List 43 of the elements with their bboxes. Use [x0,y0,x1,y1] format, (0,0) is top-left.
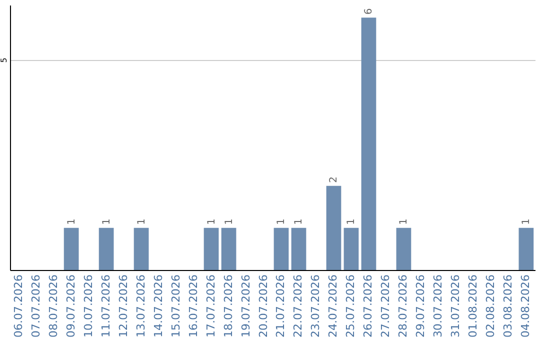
x-tick-label: 29.07.2026 [414,274,428,338]
x-tick-label: 08.07.2026 [46,274,60,338]
x-tick-label: 24.07.2026 [326,274,340,338]
data-label: 1 [136,218,148,225]
data-label: 1 [398,218,410,225]
x-tick-label: 15.07.2026 [169,274,182,338]
x-tick-label: 06.07.2026 [12,274,25,338]
y-tick-label: 5 [0,58,8,63]
x-tick-label: 09.07.2026 [64,274,78,338]
x-tick-label: 21.07.2026 [274,274,288,338]
data-label: 6 [364,8,375,15]
x-tick-label: 13.07.2026 [134,274,148,338]
x-tick-label: 16.07.2026 [186,274,200,338]
data-label: 1 [206,218,218,225]
x-tick-label: 20.07.2026 [256,274,270,338]
data-label: 1 [101,218,112,225]
x-tick-label: 02.08.2026 [484,274,498,338]
x-tick-label: 11.07.2026 [99,274,112,338]
x-tick-label: 12.07.2026 [116,274,130,338]
x-tick-label: 10.07.2026 [82,274,95,338]
data-label: 1 [66,218,78,225]
x-tick-label: 23.07.2026 [309,274,322,338]
x-tick-label: 31.07.2026 [449,274,462,338]
data-label: 1 [294,218,305,225]
data-label: 1 [346,218,358,225]
x-tick-label: 25.07.2026 [344,274,358,338]
x-tick-label: 07.07.2026 [29,274,42,338]
x-tick-label: 30.07.2026 [432,274,445,338]
data-label: 1 [224,218,235,225]
data-label: 1 [521,218,532,225]
x-tick-label: 03.08.2026 [502,274,515,338]
x-tick-label: 04.08.2026 [519,274,532,338]
data-label: 2 [328,176,340,183]
data-label: 1 [276,218,288,225]
x-tick-label: 28.07.2026 [396,274,410,338]
x-tick-label: 18.07.2026 [222,274,235,338]
x-tick-label: 17.07.2026 [204,274,218,338]
x-tick-label: 26.07.2026 [362,274,375,338]
x-tick-label: 27.07.2026 [379,274,392,338]
x-tick-label: 14.07.2026 [152,274,165,338]
x-tick-label: 22.07.2026 [292,274,305,338]
x-tick-label: 19.07.2026 [239,274,252,338]
x-tick-label: 01.08.2026 [466,274,480,338]
